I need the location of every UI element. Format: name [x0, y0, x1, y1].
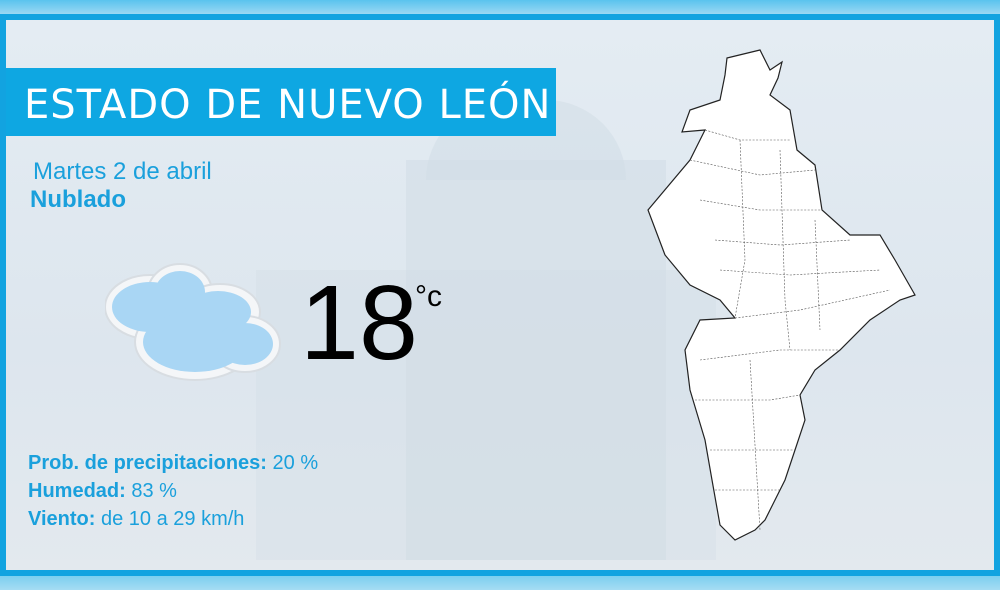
temperature-value: 18 [300, 264, 418, 382]
precip-label: Prob. de precipitaciones: [28, 452, 267, 474]
cloud-icon [105, 263, 281, 381]
humidity-value: 83 % [131, 480, 177, 502]
title-bar [6, 68, 556, 136]
state-map [647, 49, 916, 541]
wind-value: de 10 a 29 km/h [100, 508, 245, 530]
condition-label: Nublado [30, 186, 126, 213]
date-label: Martes 2 de abril [33, 158, 212, 185]
precip-row: Prob. de precipitaciones: 20 % [28, 452, 318, 475]
wind-label: Viento: [28, 508, 96, 530]
temperature-unit: °c [415, 280, 442, 313]
page-title: ESTADO DE NUEVO LEÓN [24, 82, 552, 128]
bottom-band [0, 576, 1000, 590]
humidity-row: Humedad: 83 % [28, 480, 177, 503]
wind-row: Viento: de 10 a 29 km/h [28, 508, 244, 531]
humidity-label: Humedad: [28, 480, 126, 502]
precip-value: 20 % [272, 452, 319, 474]
